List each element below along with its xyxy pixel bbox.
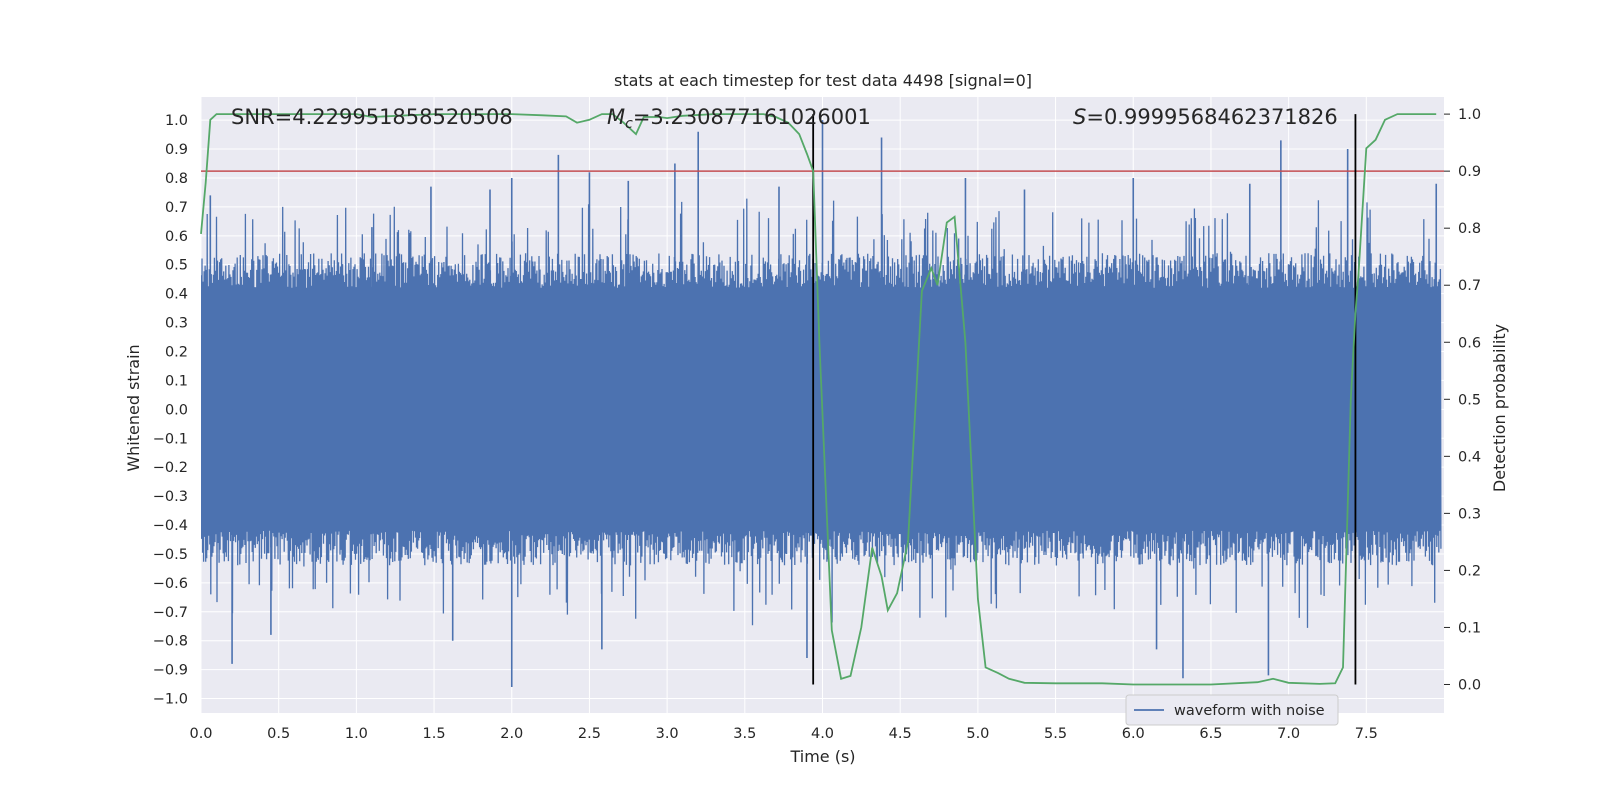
x-tick-label: 4.0: [811, 726, 834, 742]
x-tick-label: 5.5: [1044, 726, 1067, 742]
y-tick-label-right: 0.4: [1458, 449, 1481, 465]
y-tick-label: 0.9: [165, 142, 188, 158]
y-tick-label: 0.3: [165, 316, 188, 332]
x-tick-label: 2.0: [500, 726, 523, 742]
x-tick-label: 7.0: [1277, 726, 1300, 742]
x-tick-label: 1.5: [423, 726, 446, 742]
s-symbol: S: [1073, 105, 1086, 129]
mc-subscript: c: [625, 116, 633, 132]
x-tick-label: 5.0: [966, 726, 989, 742]
mc-symbol: M: [607, 105, 625, 129]
snr-annotation: SNR=4.229951858520508: [231, 105, 513, 129]
y-axis-ticks-right: 0.0 0.1 0.2 0.3 0.4 0.5 0.6 0.7 0.8 0.9 1.0: [1444, 107, 1481, 693]
y-tick-label-right: 0.9: [1458, 164, 1481, 180]
y-tick-label: −0.2: [153, 460, 188, 476]
legend-entry: waveform with noise: [1174, 703, 1325, 719]
y-tick-label-right: 0.1: [1458, 620, 1481, 636]
y-tick-label-right: 0.7: [1458, 278, 1481, 294]
legend-box: [1125, 694, 1339, 726]
y-axis-ticks-left: −1.0 −0.9 −0.8 −0.7 −0.6 −0.5 −0.4 −0.3 −0.2 −0.1…: [153, 113, 188, 707]
x-tick-label: 0.5: [267, 726, 290, 742]
chirp-mass-annotation: Mc=3.230877161026001: [607, 105, 871, 132]
y-tick-label-right: 0.0: [1458, 677, 1481, 693]
legend: waveform with noise: [1125, 694, 1339, 726]
y-tick-label: 0.4: [165, 287, 188, 303]
x-tick-label: 2.5: [578, 726, 601, 742]
y-tick-label: 0.8: [165, 171, 188, 187]
y-tick-label: −0.1: [153, 431, 188, 447]
y-tick-label: 0.5: [165, 258, 188, 274]
y-tick-label: 0.1: [165, 373, 188, 389]
waveform-with-noise-line: [201, 198, 1442, 628]
detection-probability-line: [200, 113, 1437, 686]
chart-title: stats at each timestep for test data 449…: [614, 71, 1032, 90]
waveform-spikes: [209, 120, 1438, 687]
y-tick-label: −0.3: [153, 489, 188, 505]
y-tick-label: −0.8: [153, 634, 188, 650]
x-tick-label: 7.5: [1355, 726, 1378, 742]
x-tick-label: 6.0: [1122, 726, 1145, 742]
y-tick-label: −0.6: [153, 576, 188, 592]
y-tick-label-right: 0.6: [1458, 335, 1481, 351]
y-tick-label: −0.7: [153, 605, 188, 621]
x-tick-label: 3.5: [733, 726, 756, 742]
x-tick-label: 6.5: [1199, 726, 1222, 742]
y-tick-label: −0.4: [153, 518, 188, 534]
x-axis-ticks: 0.0 0.5 1.0 1.5 2.0 2.5 3.0 3.5 4.0 4.5 5.0 5.5 6.0 6…: [189, 726, 1377, 742]
y-axis-label-left: Whitened strain: [124, 344, 143, 471]
y-tick-label: −1.0: [153, 692, 188, 708]
x-tick-label: 1.0: [345, 726, 368, 742]
s-value: =0.9999568462371826: [1086, 105, 1337, 129]
y-tick-label-right: 0.8: [1458, 221, 1481, 237]
vertical-markers: [812, 114, 1357, 685]
x-tick-label: 0.0: [189, 726, 212, 742]
y-tick-label: 0.2: [165, 344, 188, 360]
y-tick-label-right: 1.0: [1458, 107, 1481, 123]
y-tick-label: 1.0: [165, 113, 188, 129]
y-tick-label: 0.7: [165, 200, 188, 216]
y-tick-label: −0.5: [153, 547, 188, 563]
y-tick-label-right: 0.2: [1458, 563, 1481, 579]
mc-value: =3.230877161026001: [633, 105, 871, 129]
y-tick-label-right: 0.5: [1458, 392, 1481, 408]
x-tick-label: 3.0: [656, 726, 679, 742]
score-annotation: S=0.9999568462371826: [1073, 105, 1338, 129]
y-tick-label: 0.6: [165, 229, 188, 245]
y-tick-label-right: 0.3: [1458, 506, 1481, 522]
y-axis-label-right: Detection probability: [1490, 324, 1509, 492]
x-tick-label: 4.5: [889, 726, 912, 742]
y-tick-label: 0.0: [165, 402, 188, 418]
y-tick-label: −0.9: [153, 663, 188, 679]
x-axis-label: Time (s): [789, 747, 855, 766]
